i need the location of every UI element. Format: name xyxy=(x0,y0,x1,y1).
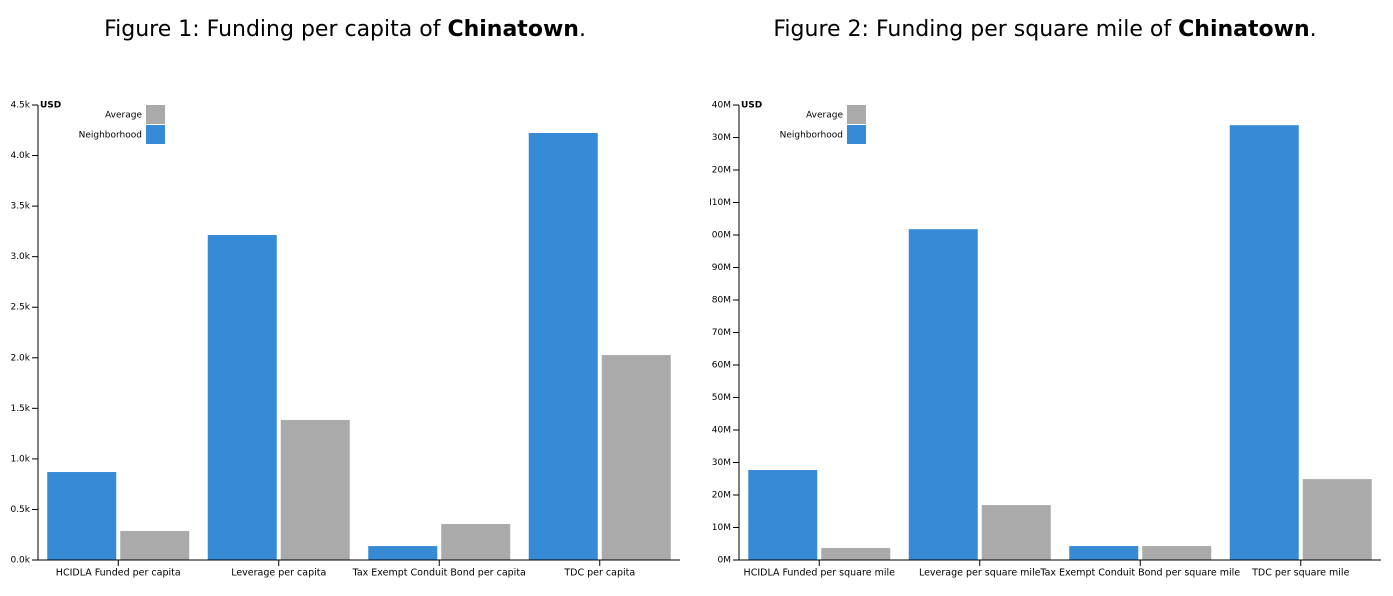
y-tick-label: 80M xyxy=(712,296,731,306)
bar xyxy=(821,547,891,560)
bar xyxy=(908,229,978,560)
y-tick-label: 2.0k xyxy=(10,353,30,363)
legend-swatch xyxy=(146,105,165,124)
chart: Figure 1: Funding per capita of Chinatow… xyxy=(10,17,680,579)
y-tick-label: 2.5k xyxy=(10,303,30,313)
chart-title: Figure 2: Funding per square mile of Chi… xyxy=(773,17,1316,42)
bar xyxy=(120,530,190,560)
y-axis-unit: USD xyxy=(741,101,762,111)
title-text: Figure 2: Funding per square mile of xyxy=(773,17,1172,42)
y-tick-label: 40M xyxy=(712,426,731,436)
title-emphasis: Chinatown xyxy=(447,17,578,42)
title-text: Figure 1: Funding per capita of xyxy=(104,17,442,42)
y-tick-label: 90M xyxy=(712,263,731,273)
bar xyxy=(528,133,598,560)
bar xyxy=(1142,546,1212,560)
title-end: . xyxy=(579,17,586,42)
y-tick-label: 40M xyxy=(712,101,731,111)
y-tick-label: 30M xyxy=(712,133,731,143)
x-tick-label: Leverage per capita xyxy=(231,568,326,579)
title-end: . xyxy=(1310,17,1317,42)
bar xyxy=(1302,479,1372,560)
chart-title: Figure 1: Funding per capita of Chinatow… xyxy=(104,17,586,42)
x-tick-label: HCIDLA Funded per capita xyxy=(56,568,181,579)
x-tick-label: Leverage per square mile xyxy=(919,568,1041,579)
y-tick-label: I10M xyxy=(709,198,731,208)
y-tick-label: 20M xyxy=(712,491,731,501)
legend-label: Average xyxy=(105,111,142,121)
y-tick-label: 3.5k xyxy=(10,202,30,212)
legend-label: Neighborhood xyxy=(79,131,142,141)
bar xyxy=(748,469,818,560)
y-tick-label: 20M xyxy=(712,166,731,176)
y-tick-label: 50M xyxy=(712,393,731,403)
x-tick-label: Tax Exempt Conduit Bond per capita xyxy=(352,568,526,579)
y-tick-label: 60M xyxy=(712,361,731,371)
y-tick-label: 0.0k xyxy=(10,556,30,566)
bar xyxy=(280,419,350,560)
bar xyxy=(1229,125,1299,561)
x-tick-label: TDC per capita xyxy=(563,568,635,579)
bar xyxy=(981,505,1051,560)
y-tick-label: 0.5k xyxy=(10,505,30,515)
y-tick-label: 00M xyxy=(712,231,731,241)
x-tick-label: Tax Exempt Conduit Bond per square mile xyxy=(1039,568,1240,579)
x-tick-label: HCIDLA Funded per square mile xyxy=(744,568,896,579)
bar xyxy=(441,524,511,560)
bar xyxy=(207,235,277,561)
y-tick-label: 4.5k xyxy=(10,101,30,111)
bar xyxy=(368,546,438,560)
legend-label: Average xyxy=(806,111,843,121)
y-tick-label: 70M xyxy=(712,328,731,338)
legend-swatch xyxy=(847,105,866,124)
bar xyxy=(601,355,671,560)
y-tick-label: 1.5k xyxy=(10,404,30,414)
y-tick-label: 4.0k xyxy=(10,151,30,161)
y-tick-label: 1.0k xyxy=(10,454,30,464)
y-tick-label: 3.0k xyxy=(10,252,30,262)
x-tick-label: TDC per square mile xyxy=(1251,568,1349,579)
y-tick-label: 10M xyxy=(712,523,731,533)
legend-swatch xyxy=(146,125,165,144)
y-axis-unit: USD xyxy=(40,101,61,111)
bar xyxy=(1069,546,1139,560)
title-emphasis: Chinatown xyxy=(1178,17,1309,42)
legend-swatch xyxy=(847,125,866,144)
y-tick-label: 0M xyxy=(718,556,732,566)
chart: Figure 2: Funding per square mile of Chi… xyxy=(709,17,1381,579)
legend-label: Neighborhood xyxy=(780,131,843,141)
bar xyxy=(47,472,117,560)
y-tick-label: 30M xyxy=(712,458,731,468)
